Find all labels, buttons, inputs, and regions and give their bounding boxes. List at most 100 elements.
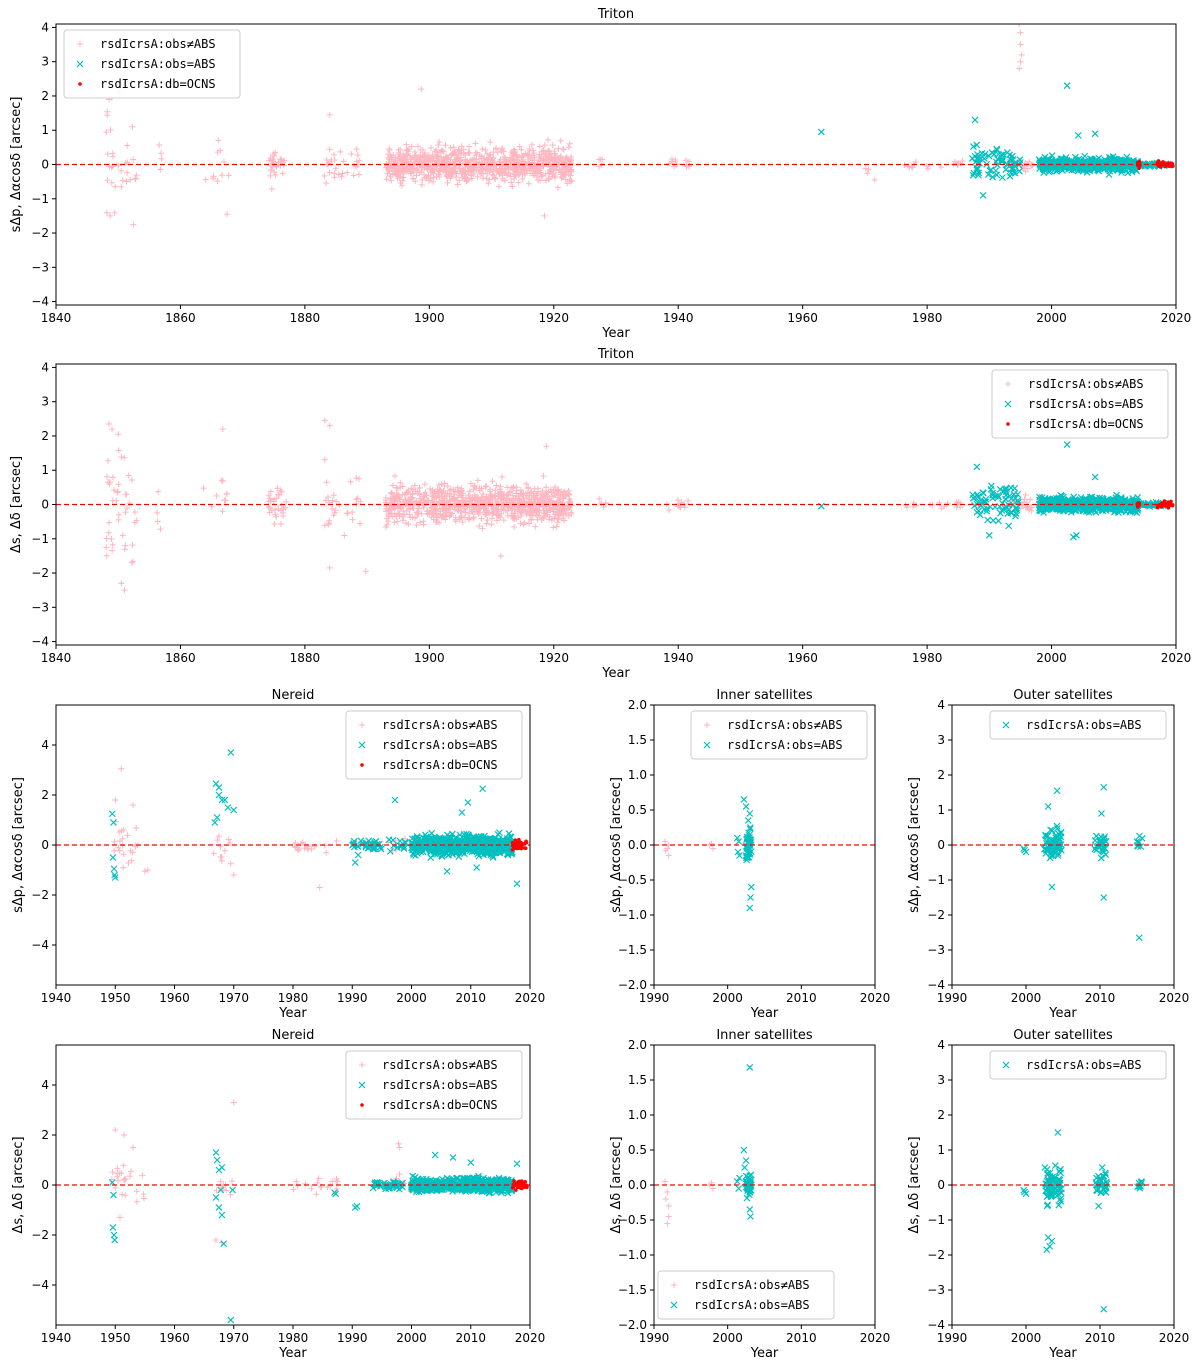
data-point bbox=[470, 486, 477, 493]
legend-label: rsdIcrsA:obs=ABS bbox=[382, 738, 498, 752]
data-point bbox=[323, 180, 330, 187]
data-point bbox=[551, 484, 558, 491]
data-point bbox=[460, 503, 467, 510]
data-point bbox=[1091, 845, 1099, 853]
data-point bbox=[511, 523, 518, 530]
data-point bbox=[447, 512, 454, 519]
data-point bbox=[114, 488, 121, 495]
data-point bbox=[994, 492, 1002, 499]
legend-label: rsdIcrsA:obs≠ABS bbox=[1028, 377, 1144, 391]
data-point bbox=[471, 482, 478, 489]
data-point bbox=[266, 509, 273, 516]
x-tick-label: 1990 bbox=[639, 991, 670, 1005]
data-point bbox=[218, 477, 225, 484]
data-point bbox=[568, 177, 575, 184]
data-point bbox=[662, 838, 669, 845]
plot-area bbox=[108, 1099, 529, 1324]
data-point bbox=[109, 541, 116, 548]
data-point bbox=[432, 510, 439, 517]
x-axis-label: Year bbox=[1048, 1006, 1077, 1021]
y-tick-label: 0.5 bbox=[628, 803, 647, 817]
legend-label: rsdIcrsA:obs=ABS bbox=[1028, 397, 1144, 411]
data-point bbox=[115, 516, 122, 523]
data-point bbox=[817, 128, 825, 136]
data-point bbox=[1004, 161, 1011, 169]
x-tick-label: 1980 bbox=[278, 1331, 309, 1345]
data-point bbox=[127, 176, 134, 183]
data-point bbox=[465, 516, 472, 523]
data-point bbox=[324, 1184, 331, 1191]
data-point bbox=[493, 145, 500, 152]
data-point bbox=[121, 546, 128, 553]
legend: rsdIcrsA:obs=ABS bbox=[989, 710, 1167, 740]
data-point bbox=[326, 169, 333, 176]
data-point bbox=[105, 420, 112, 427]
data-point bbox=[674, 497, 681, 504]
data-point bbox=[458, 170, 465, 177]
data-point bbox=[482, 165, 489, 172]
data-point bbox=[119, 1191, 126, 1198]
data-point bbox=[479, 146, 486, 153]
data-point bbox=[906, 164, 913, 171]
data-point bbox=[391, 519, 398, 526]
data-point bbox=[396, 1171, 403, 1178]
data-point bbox=[158, 155, 165, 162]
data-point bbox=[526, 512, 533, 519]
data-point bbox=[278, 502, 285, 509]
data-point bbox=[399, 491, 406, 498]
data-point bbox=[1096, 500, 1104, 508]
legend-box bbox=[345, 710, 523, 780]
data-point bbox=[1040, 157, 1048, 164]
data-point bbox=[129, 542, 136, 549]
data-point bbox=[456, 147, 463, 154]
data-point bbox=[408, 498, 415, 505]
data-point bbox=[468, 165, 475, 172]
data-point bbox=[112, 183, 119, 190]
data-point bbox=[120, 1176, 127, 1183]
data-point bbox=[489, 854, 497, 861]
data-point bbox=[118, 765, 125, 772]
data-point bbox=[121, 1132, 128, 1138]
y-tick-label: 3 bbox=[41, 395, 49, 409]
series-1 bbox=[1020, 783, 1146, 942]
data-point bbox=[520, 491, 527, 498]
data-point bbox=[481, 500, 488, 507]
data-point bbox=[230, 1099, 237, 1106]
data-point bbox=[513, 845, 518, 849]
data-point bbox=[479, 525, 486, 532]
data-point bbox=[1157, 160, 1161, 165]
data-point bbox=[553, 164, 560, 171]
data-point bbox=[225, 836, 232, 843]
data-point bbox=[531, 498, 538, 505]
data-point bbox=[1123, 153, 1131, 161]
data-point bbox=[282, 504, 289, 511]
data-point bbox=[118, 167, 125, 174]
data-point bbox=[125, 859, 132, 866]
data-point bbox=[339, 170, 346, 177]
data-point bbox=[525, 520, 532, 527]
data-point bbox=[301, 845, 308, 852]
data-point bbox=[973, 463, 981, 471]
data-point bbox=[460, 490, 467, 497]
data-point bbox=[440, 148, 447, 155]
data-point bbox=[547, 166, 554, 173]
data-point bbox=[421, 157, 428, 164]
data-point bbox=[435, 171, 442, 178]
data-point bbox=[119, 532, 126, 539]
data-point bbox=[1091, 130, 1099, 138]
data-point bbox=[362, 568, 369, 575]
data-point bbox=[521, 166, 528, 173]
data-point bbox=[314, 1179, 321, 1186]
data-point bbox=[413, 166, 420, 173]
data-point bbox=[461, 171, 468, 178]
data-point bbox=[745, 846, 753, 854]
data-point bbox=[324, 494, 331, 501]
data-point bbox=[230, 806, 238, 814]
y-tick-label: 3 bbox=[41, 55, 49, 69]
y-tick-label: 2.0 bbox=[628, 698, 647, 712]
data-point bbox=[567, 156, 574, 163]
y-tick-label: 0 bbox=[937, 838, 945, 852]
